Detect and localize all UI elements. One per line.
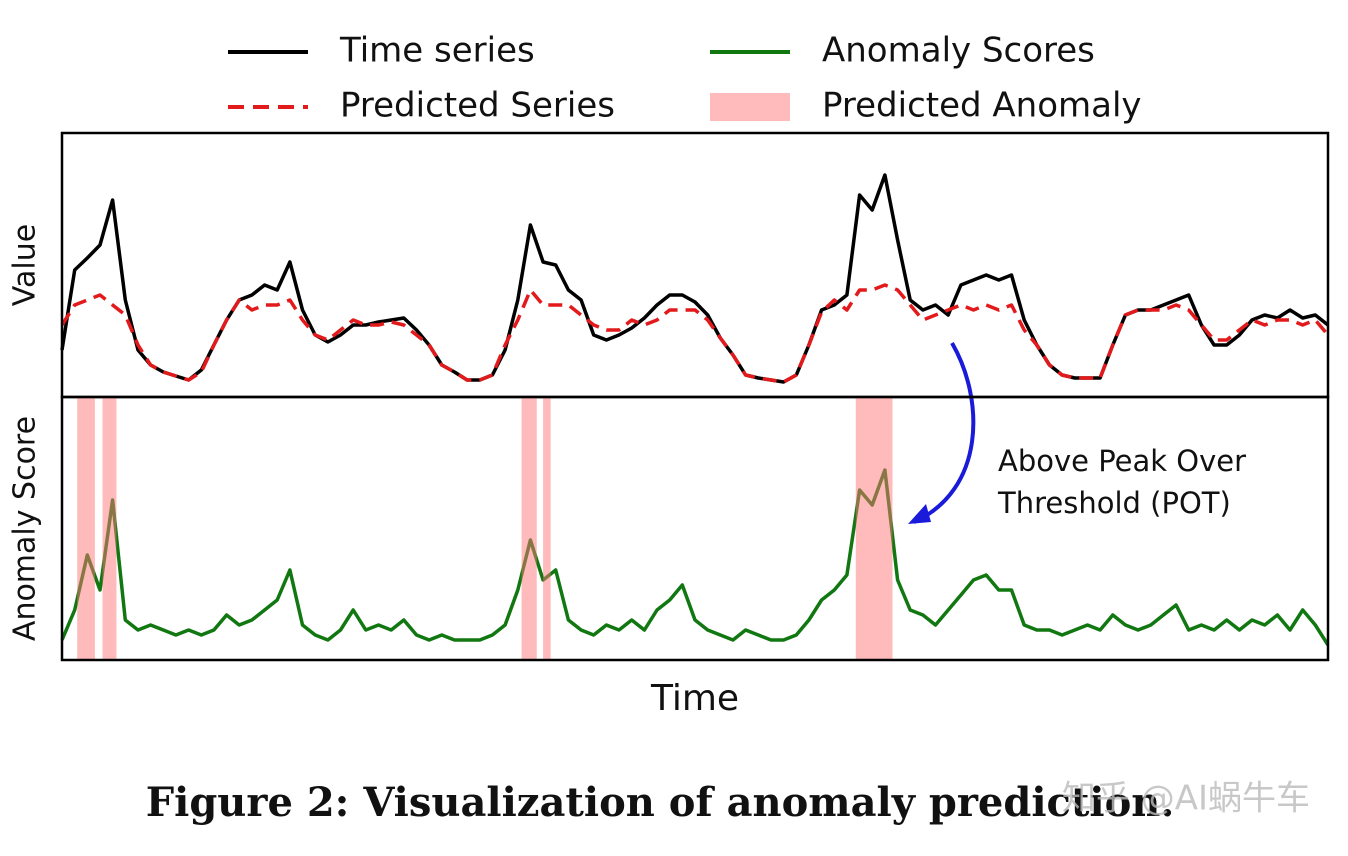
legend-label: Anomaly Scores [822, 31, 1095, 71]
legend-swatch [710, 93, 790, 121]
watermark: 知乎 @AI蜗牛车 [1062, 779, 1310, 819]
anomaly-span [77, 397, 95, 660]
anomaly-span [521, 397, 537, 660]
anomaly-span [102, 397, 117, 660]
arrow-head [908, 504, 931, 524]
series-line [60, 283, 1330, 384]
series-line [60, 468, 1330, 646]
annotation: Threshold (POT) [997, 486, 1231, 520]
plot-frame [60, 395, 1330, 662]
legend-label: Time series [339, 31, 535, 71]
x-axis-label: Time [650, 678, 739, 719]
anomaly-span [855, 397, 893, 660]
y-axis-label: Anomaly Score [8, 416, 43, 641]
annotation-arrow [913, 341, 976, 524]
legend-label: Predicted Anomaly [822, 86, 1142, 126]
y-axis-label: Value [8, 224, 43, 306]
legend-label: Predicted Series [340, 86, 615, 126]
caption: Figure 2: Visualization of anomaly predi… [146, 779, 1175, 826]
plot-frame [60, 131, 1330, 399]
annotation: Above Peak Over [998, 444, 1246, 478]
series-line [60, 173, 1330, 384]
anomaly-span [543, 397, 551, 660]
